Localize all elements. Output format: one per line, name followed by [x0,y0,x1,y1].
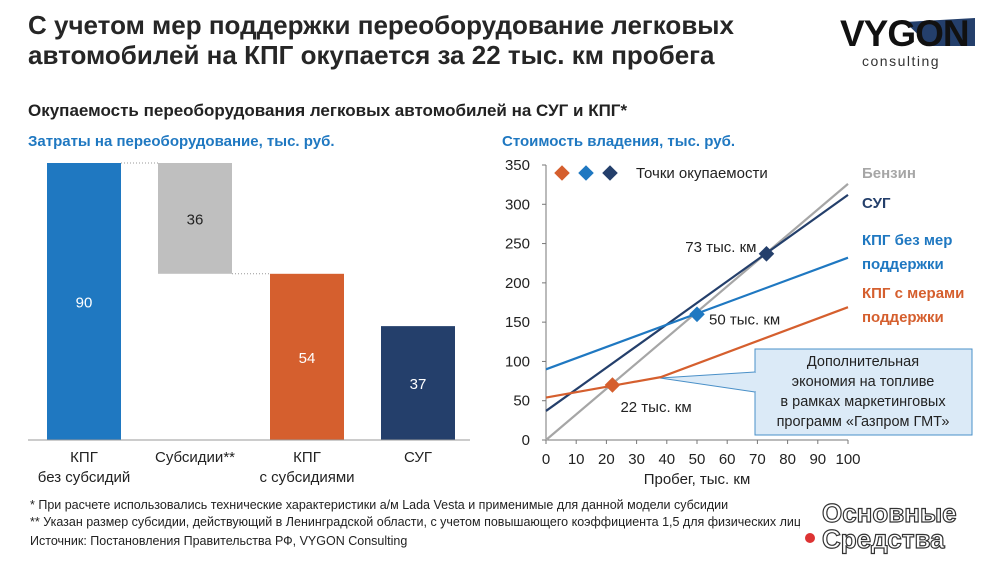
subtitle: Окупаемость переоборудования легковых ав… [28,101,627,120]
y-tick-label: 200 [505,275,530,292]
line [545,306,849,399]
logo: VYGON [840,13,969,54]
y-tick-label: 100 [505,353,530,370]
legend-marker [578,165,594,181]
x-tick-label: 40 [658,451,675,468]
y-tick-label: 300 [505,196,530,213]
point-label: 50 тыс. км [709,311,780,328]
legend-marker [554,165,570,181]
x-tick-label: 60 [719,451,736,468]
x-tick-label: СУГ [404,449,432,466]
slide-title: С учетом мер поддержки переоборудование … [28,10,735,70]
value-label: 37 [410,376,427,393]
bar [158,163,232,274]
x-tick-label: 50 [689,451,706,468]
x-tick-label: 30 [628,451,645,468]
value-label: 90 [76,295,93,312]
y-tick-label: 350 [505,157,530,174]
point-label: 73 тыс. км [685,239,756,256]
callout-box [754,348,973,436]
legend-marker [602,165,618,181]
chart-title: Затраты на переоборудование, тыс. руб. [28,133,335,150]
value-label: 54 [299,350,316,367]
logo-sub: consulting [862,53,940,69]
series-label: КПГ без мер поддержки [862,232,952,273]
x-tick-label: 20 [598,451,615,468]
watermark-dot [805,533,815,543]
x-tick-label: Субсидии** [155,449,235,466]
x-tick-label: 10 [568,451,585,468]
footnote: * При расчете использовались технические… [30,498,728,512]
series-label: КПГ с мерами поддержки [862,285,964,326]
x-tick-label: КПГ с субсидиями [259,449,354,486]
watermark: Основные Средства [822,498,957,554]
x-tick-label: 100 [835,451,860,468]
bar [381,326,455,440]
y-tick-label: 150 [505,314,530,331]
callout-pointer [659,371,756,393]
point-label: 22 тыс. км [620,399,691,416]
line [545,193,849,412]
series-label: Бензин [862,165,916,182]
x-tick-label: 0 [542,451,550,468]
legend-label: Точки окупаемости [636,165,768,182]
callout-text: Дополнительная экономия на топливе в рамка… [777,354,950,430]
bar [270,273,344,440]
x-axis-label: Пробег, тыс. км [644,471,751,488]
x-tick-label: 80 [779,451,796,468]
bar [47,163,121,440]
y-tick-label: 250 [505,236,530,253]
x-tick-label: 70 [749,451,766,468]
series-label: СУГ [862,195,891,212]
logo-accent [905,18,975,46]
x-tick-label: 90 [809,451,826,468]
source: Источник: Постановления Правительства РФ… [30,534,407,548]
chart-title: Стоимость владения, тыс. руб. [502,133,735,150]
footnote: ** Указан размер субсидии, действующий в… [30,515,801,529]
y-tick-label: 0 [522,432,530,449]
y-tick-label: 50 [513,393,530,410]
payback-point [689,306,705,323]
value-label: 36 [187,211,204,228]
x-tick-label: КПГ без субсидий [38,449,130,486]
